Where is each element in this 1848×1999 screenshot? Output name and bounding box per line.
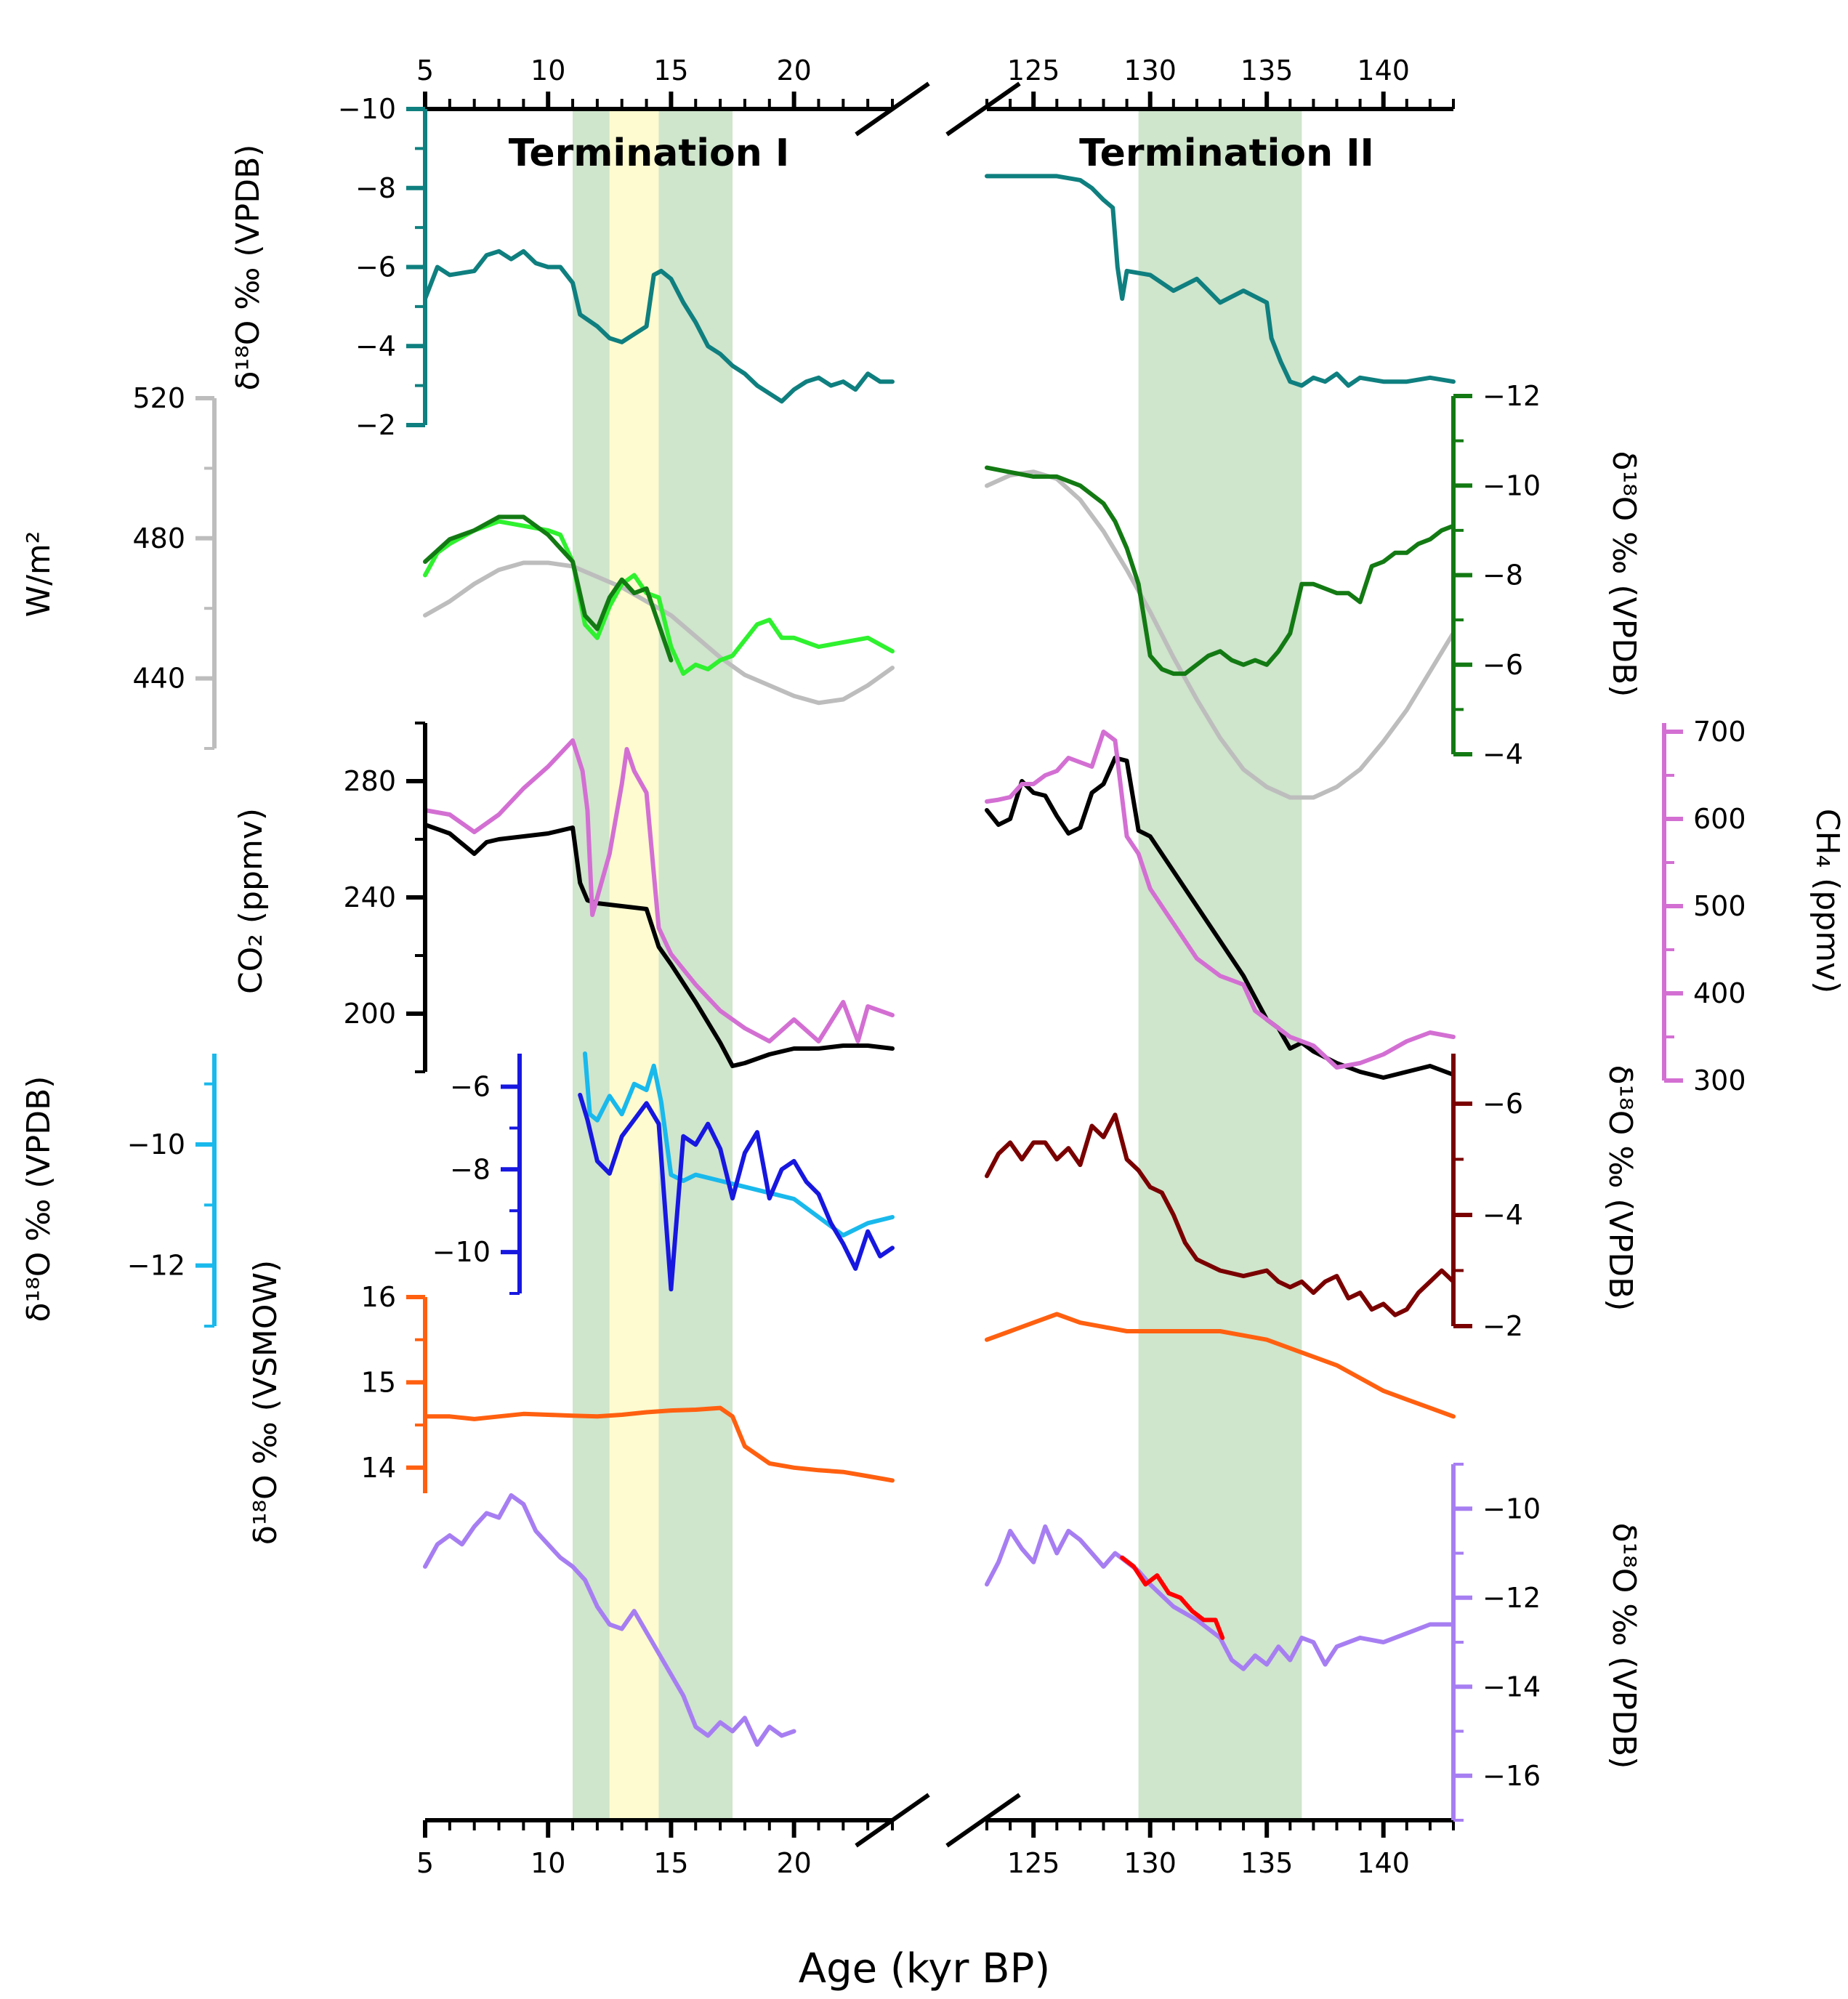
y-tick-label-blue--6: −6: [450, 1071, 491, 1103]
y-tick-label-blue--10: −10: [432, 1236, 491, 1268]
series-orange-left: [423, 1405, 895, 1483]
y-tick-label-green--10: −10: [1482, 469, 1541, 501]
y-tick-label-green--4: −4: [1482, 738, 1523, 770]
series-insolation-right: [985, 469, 1456, 800]
y-axis-title-cyan: δ¹⁸O ‰ (VPDB): [20, 1076, 57, 1322]
x-tick-label-bottom-20: 20: [776, 1847, 811, 1879]
series-green-light-left: [423, 519, 895, 677]
axis-break-bottom-right: [945, 1793, 1021, 1848]
x-tick-label-top-125: 125: [1007, 54, 1060, 86]
y-tick-label-co2-240: 240: [343, 881, 396, 913]
data-series: [423, 174, 1456, 1747]
y-tick-label-teal--6: −6: [355, 251, 396, 283]
y-tick-label-teal--2: −2: [355, 409, 396, 441]
y-axis-title-co2: CO₂ (ppmv): [233, 808, 270, 994]
y-tick-label-purple--10: −10: [1482, 1493, 1541, 1525]
axis-break-bottom-left: [855, 1793, 930, 1848]
axis-break-top-right: [945, 81, 1021, 137]
series-green-left: [423, 514, 674, 663]
series-teal-right: [985, 174, 1456, 388]
x-tick-label-top-130: 130: [1123, 54, 1177, 86]
x-tick-label-bottom-130: 130: [1123, 1847, 1177, 1879]
y-tick-label-ch4-400: 400: [1693, 977, 1746, 1009]
series-maroon-right: [985, 1112, 1456, 1317]
x-tick-label-top-5: 5: [416, 54, 434, 86]
y-tick-label-insol-480: 480: [132, 522, 185, 554]
series-orange-right: [985, 1312, 1456, 1419]
y-axis-title-maroon: δ¹⁸O ‰ (VPDB): [1602, 1065, 1639, 1312]
series-insolation-left: [423, 560, 895, 706]
y-tick-label-green--8: −8: [1482, 560, 1523, 591]
y-tick-label-green--6: −6: [1482, 649, 1523, 681]
x-tick-label-bottom-140: 140: [1357, 1847, 1410, 1879]
y-tick-label-teal--10: −10: [338, 93, 396, 125]
y-tick-label-purple--14: −14: [1482, 1671, 1541, 1703]
y-tick-label-ch4-700: 700: [1693, 716, 1746, 748]
y-axis-title-insol: W/m²: [20, 531, 57, 618]
x-tick-label-bottom-10: 10: [530, 1847, 565, 1879]
x-tick-label-bottom-135: 135: [1240, 1847, 1294, 1879]
x-tick-label-bottom-15: 15: [653, 1847, 688, 1879]
y-tick-label-insol-520: 520: [132, 382, 185, 414]
shaded-region-4: [1138, 109, 1302, 1820]
y-tick-label-purple--16: −16: [1482, 1760, 1541, 1792]
y-tick-label-insol-440: 440: [132, 663, 185, 695]
series-teal-left: [423, 249, 895, 404]
y-axis-title-green: δ¹⁸O ‰ (VPDB): [1605, 451, 1642, 698]
y-tick-label-maroon--6: −6: [1482, 1088, 1523, 1120]
y-tick-label-orange-16: 16: [361, 1281, 396, 1313]
y-axis-title-teal: δ¹⁸O ‰ (VPDB): [230, 145, 267, 391]
y-tick-label-teal--4: −4: [355, 330, 396, 362]
series-CO2-left: [423, 823, 895, 1068]
x-axis-title: Age (kyr BP): [799, 1945, 1050, 1992]
annotation-termination-2: Termination II: [1079, 132, 1374, 175]
x-tick-label-top-135: 135: [1240, 54, 1294, 86]
series-purple-right: [985, 1524, 1456, 1671]
y-tick-label-co2-280: 280: [343, 765, 396, 797]
shaded-region-1: [573, 109, 610, 1820]
series-purple-left: [423, 1493, 796, 1747]
x-tick-label-top-15: 15: [653, 54, 688, 86]
x-tick-label-bottom-5: 5: [416, 1847, 434, 1879]
annotation-termination-1: Termination I: [509, 132, 789, 175]
y-axis-title-purple: δ¹⁸O ‰ (VPDB): [1605, 1523, 1642, 1769]
y-tick-label-cyan--12: −12: [127, 1250, 185, 1282]
y-axis-title-ch4: CH₄ (ppmv): [1809, 809, 1846, 994]
series-blue-left: [578, 1092, 895, 1292]
y-tick-label-ch4-500: 500: [1693, 890, 1746, 922]
x-tick-label-bottom-125: 125: [1007, 1847, 1060, 1879]
x-tick-label-top-10: 10: [530, 54, 565, 86]
series-CH4-right: [985, 730, 1456, 1070]
series-red-right: [1120, 1555, 1225, 1640]
y-tick-label-co2-200: 200: [343, 998, 396, 1030]
shaded-region-2: [609, 109, 659, 1820]
y-tick-label-green--12: −12: [1482, 380, 1541, 412]
y-tick-label-blue--8: −8: [450, 1153, 491, 1185]
y-tick-label-cyan--10: −10: [127, 1128, 185, 1160]
series-cyan-left: [583, 1051, 895, 1237]
y-tick-label-maroon--2: −2: [1482, 1310, 1523, 1342]
y-tick-label-ch4-600: 600: [1693, 803, 1746, 835]
y-tick-label-ch4-300: 300: [1693, 1065, 1746, 1097]
y-tick-label-orange-15: 15: [361, 1366, 396, 1398]
series-green-right: [985, 465, 1456, 677]
y-tick-label-teal--8: −8: [355, 172, 396, 204]
x-tick-label-top-140: 140: [1357, 54, 1410, 86]
y-tick-label-orange-14: 14: [361, 1452, 396, 1484]
y-axis-title-orange: δ¹⁸O ‰ (VSMOW): [247, 1260, 284, 1545]
axes: 5 10 15 20 125 130 135 140 5 10 15 20 125 130 135 140 −1…: [20, 54, 1846, 1879]
axis-break-top-left: [855, 81, 930, 137]
series-CH4-left: [423, 738, 895, 1043]
x-tick-label-top-20: 20: [776, 54, 811, 86]
y-tick-label-maroon--4: −4: [1482, 1199, 1523, 1231]
shaded-regions: [573, 109, 1302, 1820]
y-tick-label-purple--12: −12: [1482, 1582, 1541, 1614]
